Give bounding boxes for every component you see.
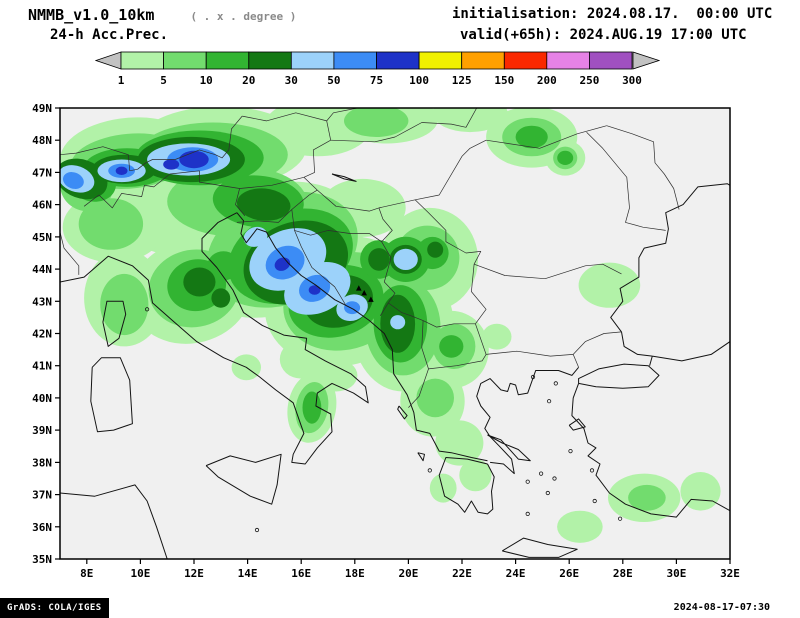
plot-timestamp: 2024-08-17-07:30	[673, 602, 770, 613]
svg-text:20E: 20E	[398, 567, 418, 580]
svg-text:26E: 26E	[559, 567, 579, 580]
svg-text:32E: 32E	[720, 567, 740, 580]
model-title: NMMB_v1.0_10km	[28, 6, 155, 24]
svg-text:300: 300	[622, 74, 642, 87]
svg-text:16E: 16E	[291, 567, 311, 580]
svg-text:150: 150	[494, 74, 514, 87]
svg-text:38N: 38N	[32, 456, 52, 469]
svg-text:250: 250	[579, 74, 599, 87]
product-label: 24-h Acc.Prec.	[50, 27, 169, 43]
init-datetime: initialisation: 2024.08.17. 00:00 UTC	[452, 6, 773, 22]
svg-text:44N: 44N	[32, 263, 52, 276]
precip-map: 49N 48N 47N 46N 45N 44N 43N 42N 41N 40N 39N 38N 37N 3…	[20, 100, 750, 586]
svg-text:45N: 45N	[32, 231, 52, 244]
svg-text:5: 5	[160, 74, 167, 87]
svg-text:30: 30	[285, 74, 298, 87]
svg-text:46N: 46N	[32, 199, 52, 212]
svg-text:41N: 41N	[32, 360, 52, 373]
colorbar: 1 5 10 20 30 50 75 100 125 150 200 250 300	[94, 49, 661, 93]
colorbar-svg: 1 5 10 20 30 50 75 100 125 150 200 250 300	[94, 51, 661, 87]
svg-text:22E: 22E	[452, 567, 472, 580]
precip-shading	[60, 108, 721, 543]
svg-text:18E: 18E	[345, 567, 365, 580]
svg-text:24E: 24E	[506, 567, 526, 580]
svg-text:30E: 30E	[666, 567, 686, 580]
svg-text:36N: 36N	[32, 521, 52, 534]
colorbar-segments	[94, 51, 661, 70]
svg-text:35N: 35N	[32, 553, 52, 566]
svg-text:47N: 47N	[32, 166, 52, 179]
grid-note: ( . x . degree )	[190, 10, 297, 23]
grads-credit: GrADS: COLA/IGES	[0, 598, 109, 618]
svg-text:50: 50	[327, 74, 340, 87]
svg-text:14E: 14E	[238, 567, 258, 580]
valid-datetime: valid(+65h): 2024.AUG.19 17:00 UTC	[460, 27, 747, 43]
svg-text:43N: 43N	[32, 295, 52, 308]
svg-text:1: 1	[118, 74, 125, 87]
country-borders	[60, 108, 680, 408]
svg-text:125: 125	[452, 74, 472, 87]
svg-text:10: 10	[200, 74, 213, 87]
svg-text:100: 100	[409, 74, 429, 87]
colorbar-tick-labels: 1 5 10 20 30 50 75 100 125 150 200 250 300	[118, 74, 642, 87]
svg-text:12E: 12E	[184, 567, 204, 580]
max-markers	[356, 285, 374, 302]
lon-axis: 8E 10E 12E 14E 16E 18E 20E 22E 24E 26E 28E 30E 32E	[80, 559, 740, 580]
svg-text:75: 75	[370, 74, 383, 87]
svg-text:37N: 37N	[32, 489, 52, 502]
svg-text:20: 20	[242, 74, 255, 87]
map-svg: 49N 48N 47N 46N 45N 44N 43N 42N 41N 40N 39N 38N 37N 3…	[32, 102, 740, 580]
svg-text:10E: 10E	[130, 567, 150, 580]
svg-text:40N: 40N	[32, 392, 52, 405]
island-dots	[145, 307, 623, 533]
svg-text:48N: 48N	[32, 134, 52, 147]
svg-text:42N: 42N	[32, 328, 52, 341]
svg-text:49N: 49N	[32, 102, 52, 115]
svg-text:28E: 28E	[613, 567, 633, 580]
header-left: NMMB_v1.0_10km ( . x . degree )	[28, 6, 296, 24]
lat-axis: 49N 48N 47N 46N 45N 44N 43N 42N 41N 40N 39N 38N 37N 3…	[32, 102, 60, 566]
svg-text:200: 200	[537, 74, 557, 87]
coastlines	[60, 173, 730, 559]
svg-text:39N: 39N	[32, 424, 52, 437]
svg-text:8E: 8E	[80, 567, 93, 580]
